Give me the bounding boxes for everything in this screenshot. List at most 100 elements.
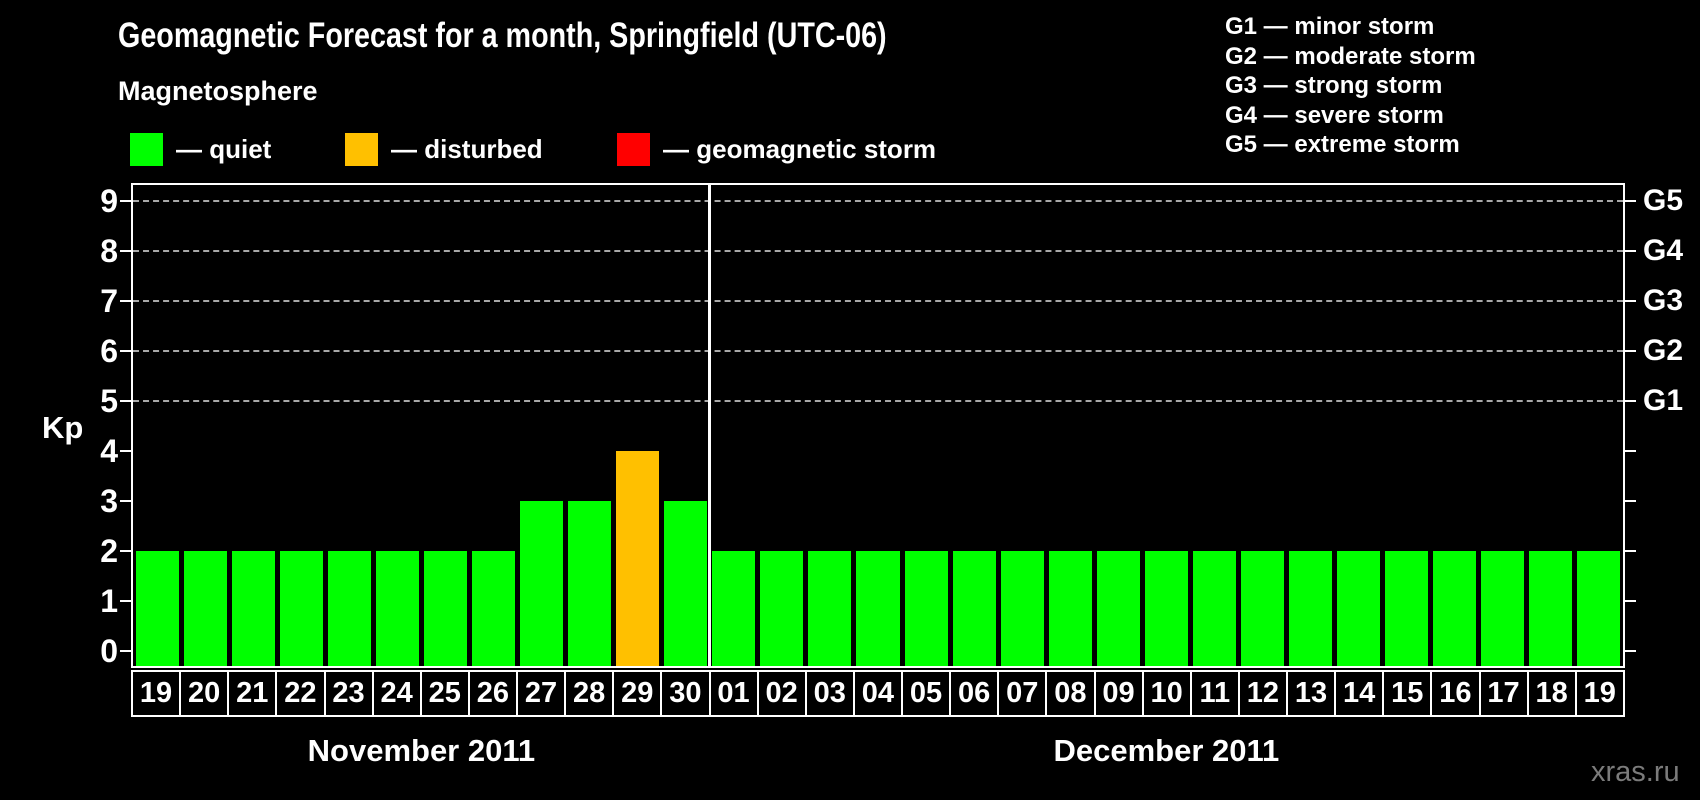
legend-swatch-storm xyxy=(617,132,650,166)
gridline-kp5 xyxy=(133,400,1623,402)
storm-scale-item-5: G5 — extreme storm xyxy=(1225,131,1460,158)
day-label-19: 19 xyxy=(1574,670,1625,717)
day-label-05: 05 xyxy=(901,670,952,717)
storm-scale-item-3: G3 — strong storm xyxy=(1225,72,1443,99)
kp-bar-day-27 xyxy=(520,501,564,666)
day-label-15: 15 xyxy=(1382,670,1433,717)
kp-bar-day-29 xyxy=(616,451,660,666)
y-tick-right-5 xyxy=(1625,400,1636,402)
day-label-14: 14 xyxy=(1334,670,1385,717)
legend-item-quiet: — quiet xyxy=(130,132,271,166)
y-tick-label-7: 7 xyxy=(100,283,118,319)
y-tick-left-2 xyxy=(120,550,131,552)
month-divider xyxy=(708,185,712,666)
legend-swatch-disturbed xyxy=(345,132,378,166)
kp-bar-day-28 xyxy=(568,501,612,666)
y-tick-right-2 xyxy=(1625,550,1636,552)
y-tick-label-0: 0 xyxy=(100,633,118,669)
kp-bar-day-20 xyxy=(183,551,227,666)
legend-label: — quiet xyxy=(176,133,272,164)
day-label-22: 22 xyxy=(275,670,326,717)
day-label-17: 17 xyxy=(1478,670,1529,717)
kp-bar-day-03 xyxy=(808,551,852,666)
kp-bar-day-13 xyxy=(1289,551,1333,666)
kp-bar-day-18 xyxy=(1529,551,1573,666)
kp-bar-day-04 xyxy=(856,551,900,666)
day-label-21: 21 xyxy=(227,670,278,717)
day-label-25: 25 xyxy=(419,670,470,717)
right-axis-label-G4: G4 xyxy=(1643,234,1684,267)
chart-title: Geomagnetic Forecast for a month, Spring… xyxy=(118,16,887,55)
kp-bar-day-19 xyxy=(1577,551,1621,666)
right-axis-label-G3: G3 xyxy=(1643,284,1684,317)
y-tick-label-6: 6 xyxy=(100,333,118,369)
day-label-18: 18 xyxy=(1526,670,1577,717)
legend-item-storm: — geomagnetic storm xyxy=(617,132,936,166)
gridline-kp6 xyxy=(133,350,1623,352)
day-label-04: 04 xyxy=(852,670,903,717)
day-label-band: 19 20 21 22 23 24 25 26 27 28 29 30 01 02 03 04 05 06 07 08… xyxy=(131,670,1625,717)
day-label-03: 03 xyxy=(804,670,855,717)
right-axis-label-G1: G1 xyxy=(1643,384,1684,417)
day-label-28: 28 xyxy=(564,670,615,717)
kp-bar-day-06 xyxy=(952,551,996,666)
day-label-10: 10 xyxy=(1141,670,1192,717)
right-axis-label-G2: G2 xyxy=(1643,334,1684,367)
y-tick-label-8: 8 xyxy=(100,233,118,269)
y-tick-label-9: 9 xyxy=(100,183,118,219)
y-tick-left-4 xyxy=(120,450,131,452)
day-label-16: 16 xyxy=(1430,670,1481,717)
gridline-kp7 xyxy=(133,300,1623,302)
day-label-19: 19 xyxy=(131,670,182,717)
kp-bar-day-01 xyxy=(712,551,756,666)
y-tick-right-0 xyxy=(1625,650,1636,652)
day-label-13: 13 xyxy=(1286,670,1337,717)
kp-bar-day-02 xyxy=(760,551,804,666)
y-tick-label-3: 3 xyxy=(100,483,118,519)
day-label-29: 29 xyxy=(612,670,663,717)
legend-label: — geomagnetic storm xyxy=(663,133,937,164)
y-tick-right-7 xyxy=(1625,300,1636,302)
y-tick-label-1: 1 xyxy=(100,583,118,619)
day-label-09: 09 xyxy=(1093,670,1144,717)
kp-bar-day-23 xyxy=(327,551,371,666)
y-tick-left-8 xyxy=(120,250,131,252)
kp-bar-day-08 xyxy=(1048,551,1092,666)
kp-bar-day-09 xyxy=(1096,551,1140,666)
y-tick-right-4 xyxy=(1625,450,1636,452)
kp-bar-day-15 xyxy=(1385,551,1429,666)
storm-scale-item-4: G4 — severe storm xyxy=(1225,101,1444,129)
legend-item-disturbed: — disturbed xyxy=(345,132,543,166)
gridline-kp9 xyxy=(133,200,1623,202)
day-label-07: 07 xyxy=(997,670,1048,717)
kp-bar-day-12 xyxy=(1240,551,1285,666)
y-tick-label-4: 4 xyxy=(100,433,118,469)
day-label-30: 30 xyxy=(660,670,711,717)
y-tick-left-3 xyxy=(120,500,131,502)
y-tick-left-1 xyxy=(120,600,131,602)
kp-bar-day-11 xyxy=(1192,551,1236,666)
y-tick-right-8 xyxy=(1625,250,1636,252)
kp-bar-day-05 xyxy=(904,551,948,666)
y-tick-left-9 xyxy=(120,200,131,202)
y-axis-label: Kp xyxy=(42,410,84,445)
kp-bar-day-07 xyxy=(1000,551,1044,666)
legend-label: — disturbed xyxy=(391,133,543,164)
kp-bar-day-17 xyxy=(1481,551,1525,666)
y-tick-left-7 xyxy=(120,300,131,302)
day-label-24: 24 xyxy=(371,670,422,717)
day-label-23: 23 xyxy=(323,670,374,717)
kp-bar-day-21 xyxy=(231,551,275,666)
kp-bar-day-16 xyxy=(1433,551,1477,666)
day-label-01: 01 xyxy=(708,670,759,717)
kp-bar-day-26 xyxy=(471,551,515,666)
storm-scale-item-1: G1 — minor storm xyxy=(1225,13,1435,40)
y-tick-left-6 xyxy=(120,350,131,352)
magnetosphere-heading: Magnetosphere xyxy=(118,76,318,106)
y-tick-left-5 xyxy=(120,400,131,402)
day-label-27: 27 xyxy=(516,670,567,717)
y-tick-right-9 xyxy=(1625,200,1636,202)
legend-swatch-quiet xyxy=(130,132,163,166)
month-label: November 2011 xyxy=(307,733,536,768)
